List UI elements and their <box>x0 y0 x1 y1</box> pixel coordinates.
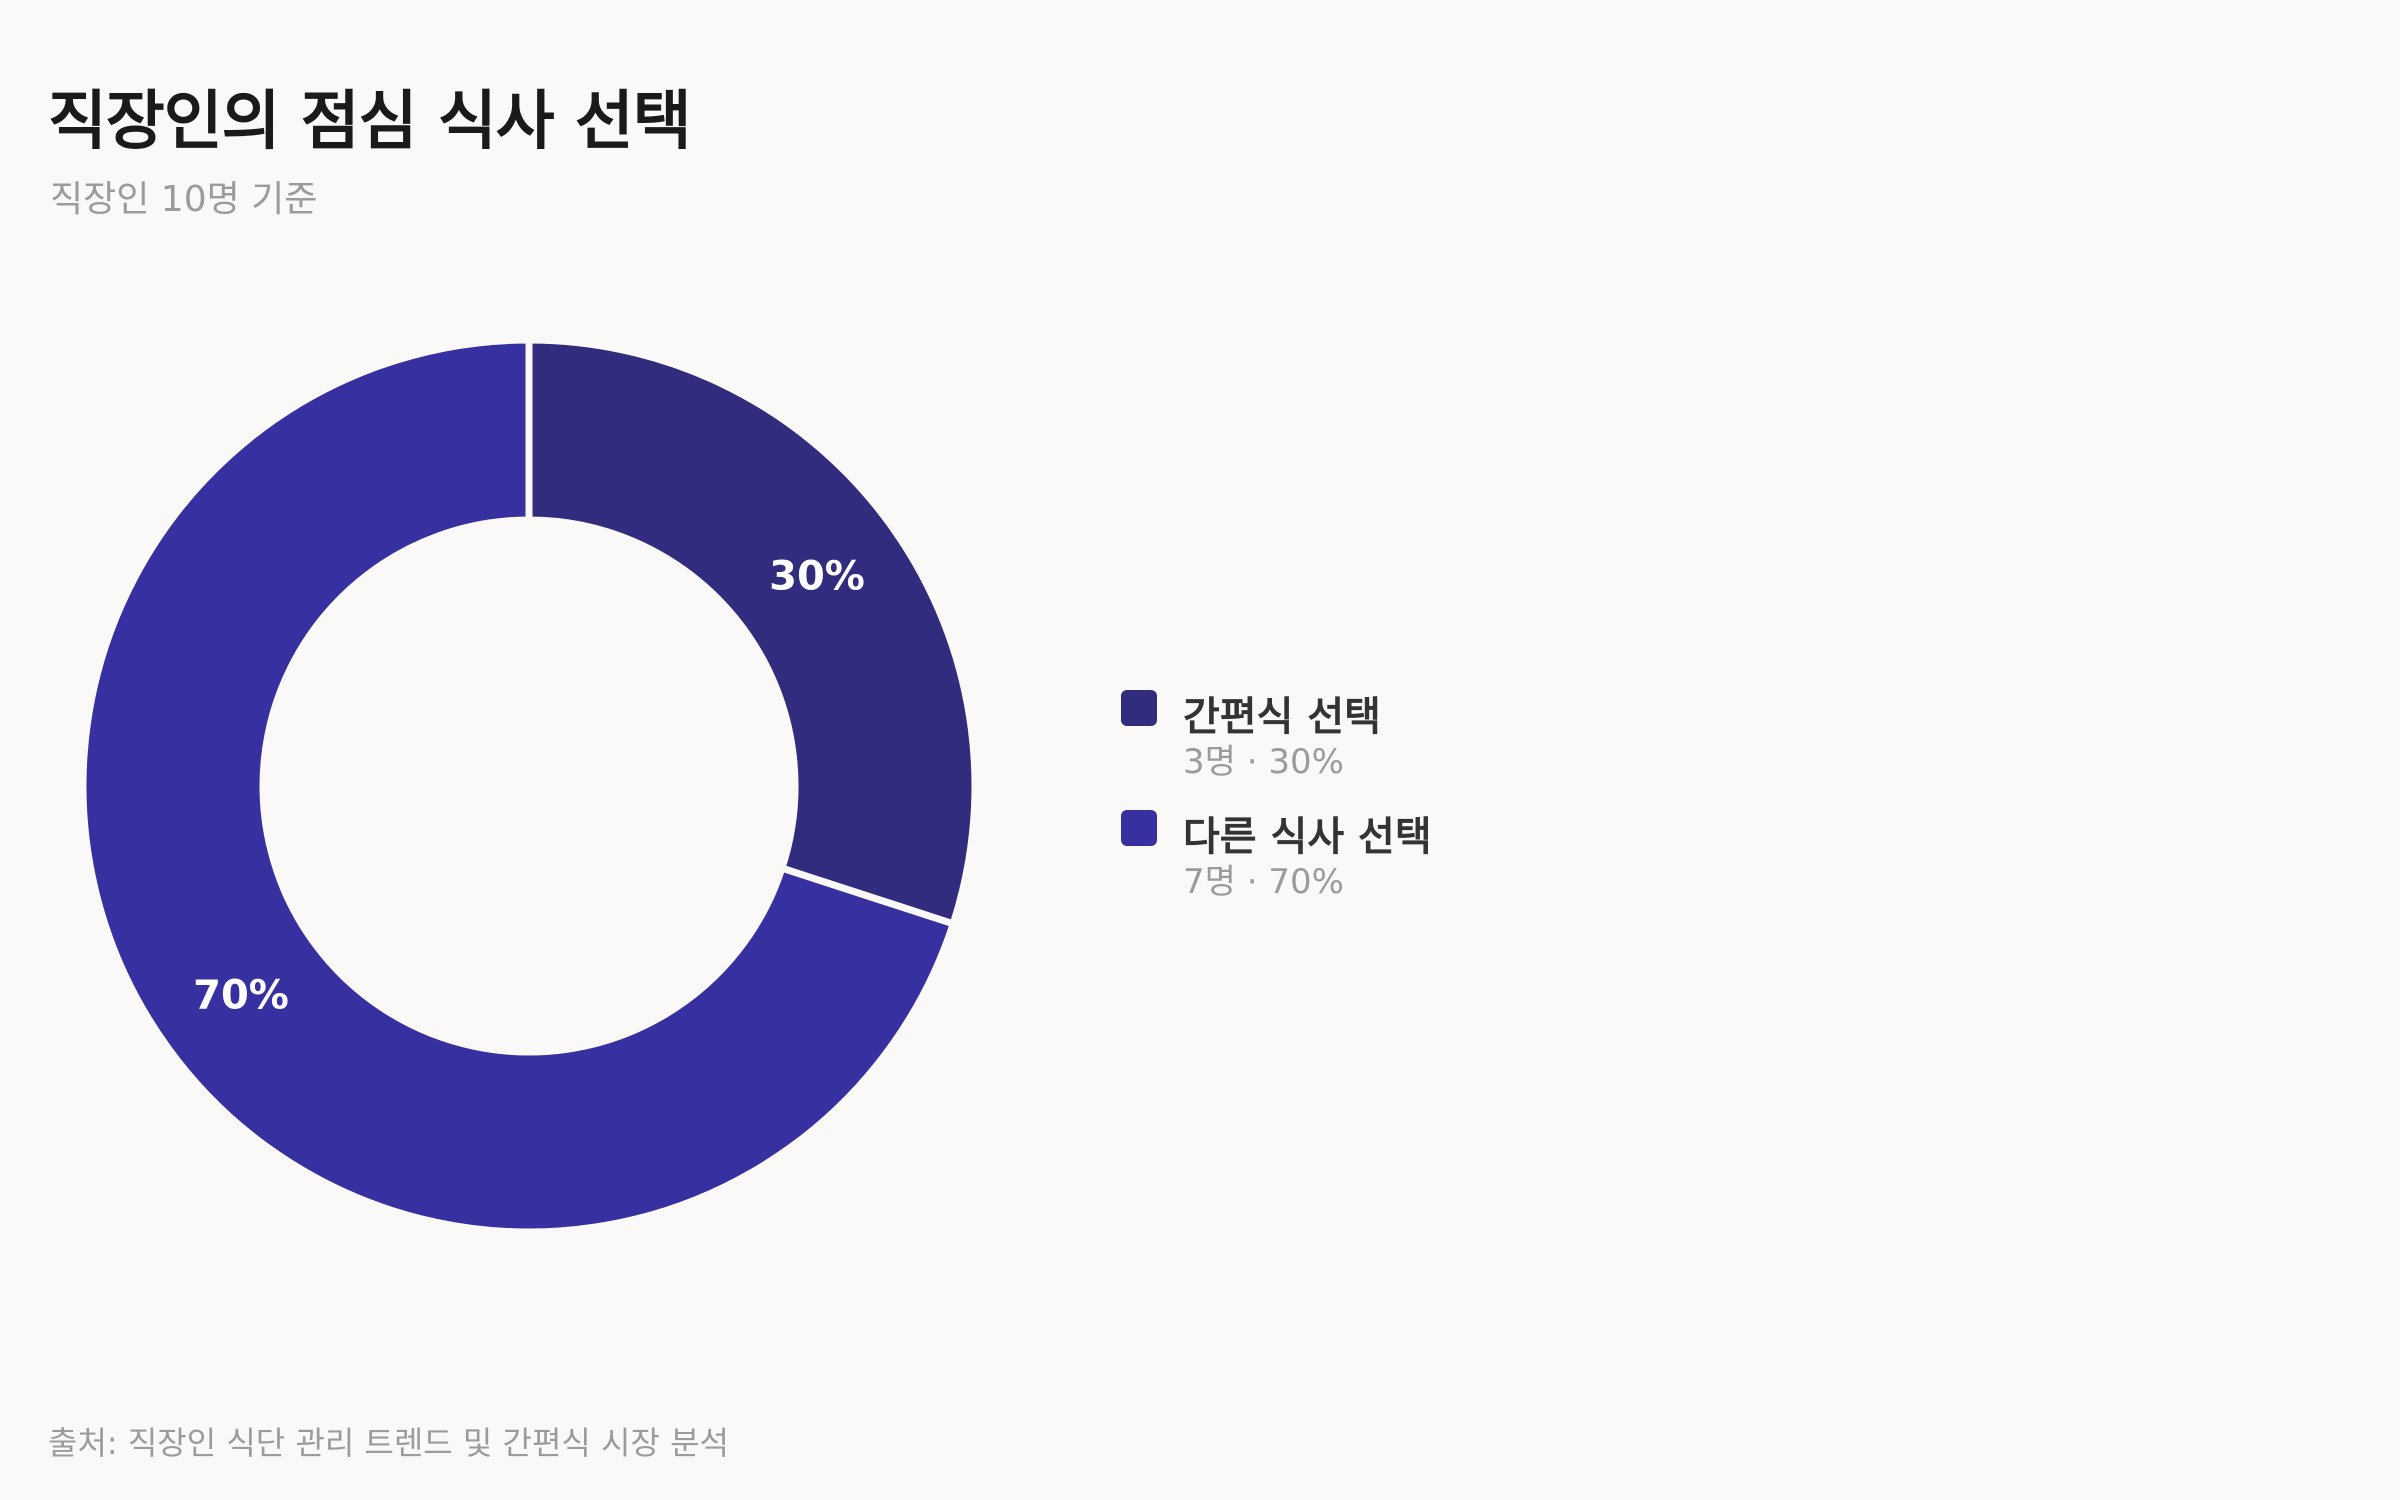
donut-chart: 30% 70% <box>79 336 979 1236</box>
legend-swatch-convenience-meal <box>1121 690 1157 726</box>
legend-label-convenience-meal: 간편식 선택 <box>1183 694 1381 740</box>
slice-label-other-meal: 70% <box>193 972 289 1018</box>
slice-label-convenience-meal: 30% <box>769 554 865 600</box>
chart-title: 직장인의 점심 식사 선택 <box>48 85 692 159</box>
legend-swatch-other-meal <box>1121 810 1157 846</box>
legend-detail-convenience-meal: 3명 · 30% <box>1183 742 1344 782</box>
legend-detail-other-meal: 7명 · 70% <box>1183 862 1344 902</box>
slice-other-meal <box>79 336 958 1236</box>
chart-subtitle: 직장인 10명 기준 <box>50 179 318 220</box>
legend-label-other-meal: 다른 식사 선택 <box>1183 814 1432 860</box>
source-note: 출처: 직장인 식단 관리 트렌드 및 간편식 시장 분석 <box>48 1424 729 1462</box>
slice-convenience-meal <box>525 336 979 929</box>
